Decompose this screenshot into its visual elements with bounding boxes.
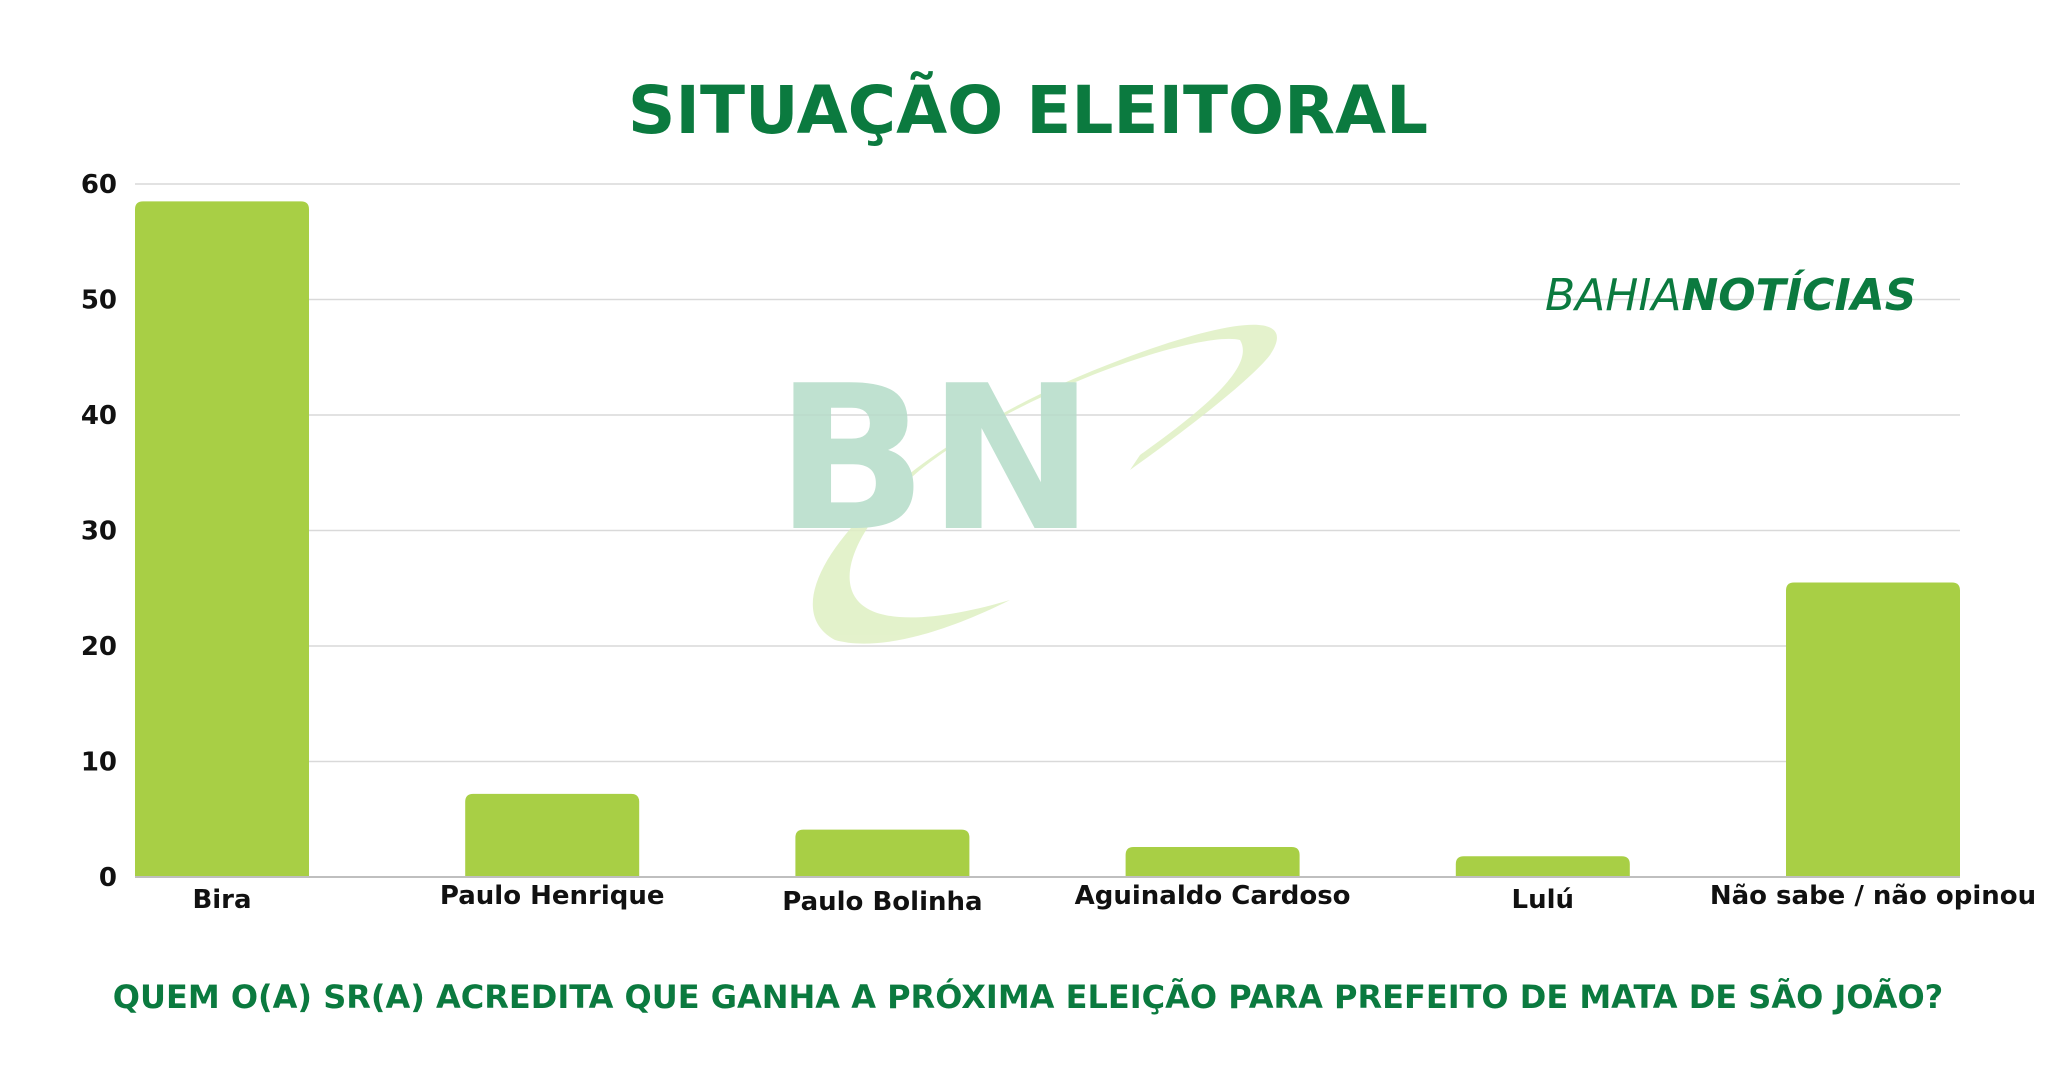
- chart-title: SITUAÇÃO ELEITORAL: [628, 71, 1428, 149]
- x-axis: Bira Paulo Henrique Paulo Bolinha Aguinaldo…: [192, 881, 2036, 917]
- y-tick-label: 20: [81, 632, 117, 662]
- bar: [1455, 856, 1630, 877]
- y-tick-label: 0: [99, 863, 117, 893]
- watermark-text: BN: [775, 343, 1095, 576]
- grid: [135, 183, 1960, 763]
- y-tick-label: 50: [81, 286, 117, 316]
- bar: [465, 793, 640, 877]
- y-tick-label: 60: [81, 170, 117, 200]
- x-tick-label: Lulú: [1512, 885, 1575, 915]
- x-tick-label: Aguinaldo Cardoso: [1075, 881, 1351, 911]
- x-tick-label: Paulo Henrique: [440, 881, 665, 911]
- x-tick-label: Não sabe / não opinou: [1710, 881, 2036, 911]
- bar: [135, 201, 309, 877]
- bar: [1786, 582, 1960, 877]
- bars: [135, 201, 1960, 877]
- y-tick-label: 10: [81, 748, 117, 778]
- bar: [1125, 846, 1300, 877]
- bar: [795, 829, 970, 877]
- y-tick-label: 30: [81, 517, 117, 547]
- x-tick-label: Bira: [192, 885, 251, 915]
- brand-logo: BAHIANOTÍCIAS: [1545, 268, 1916, 321]
- survey-question: QUEM O(A) SR(A) ACREDITA QUE GANHA A PRÓ…: [113, 977, 1943, 1016]
- watermark-logo: BN: [775, 324, 1277, 644]
- y-tick-label: 40: [81, 401, 117, 431]
- brand-logo-light: BAHIA: [1545, 270, 1681, 321]
- x-tick-label: Paulo Bolinha: [782, 887, 982, 917]
- y-axis: 0 10 20 30 40 50 60: [81, 170, 117, 893]
- brand-logo-bold: NOTÍCIAS: [1681, 268, 1916, 321]
